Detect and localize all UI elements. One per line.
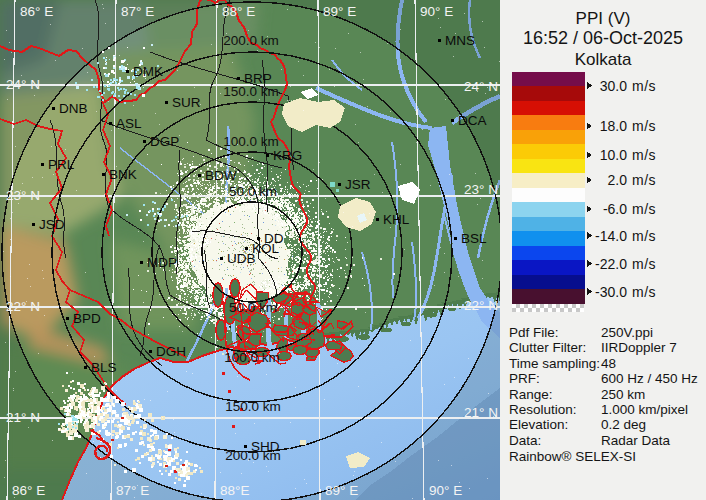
svg-text:Pdf File:: Pdf File: xyxy=(509,325,559,340)
svg-text:BPD: BPD xyxy=(73,311,101,326)
svg-text:100.0 km: 100.0 km xyxy=(224,350,280,365)
svg-text:87° E: 87° E xyxy=(116,483,149,498)
svg-text:KRG: KRG xyxy=(273,148,302,163)
svg-text:86° E: 86° E xyxy=(12,483,45,498)
svg-text:BLS: BLS xyxy=(91,360,117,375)
svg-text:88°E: 88°E xyxy=(220,483,249,498)
svg-text:30.0: 30.0 xyxy=(600,78,627,94)
svg-text:m/s: m/s xyxy=(632,78,656,94)
svg-text:22° N: 22° N xyxy=(6,299,40,314)
svg-text:90° E: 90° E xyxy=(429,483,462,498)
svg-text:m/s: m/s xyxy=(632,228,656,244)
svg-text:50.0 km: 50.0 km xyxy=(229,184,277,199)
svg-text:24° N: 24° N xyxy=(464,79,498,94)
svg-text:21° N: 21° N xyxy=(464,405,498,420)
svg-text:DMK: DMK xyxy=(133,64,163,79)
svg-text:Resolution:: Resolution: xyxy=(509,402,577,417)
svg-text:DNB: DNB xyxy=(59,101,88,116)
svg-text:150.0 km: 150.0 km xyxy=(225,399,281,414)
svg-text:16:52 / 06-Oct-2025: 16:52 / 06-Oct-2025 xyxy=(523,28,683,48)
svg-text:88° E: 88° E xyxy=(222,4,255,19)
svg-text:2.0: 2.0 xyxy=(608,172,628,188)
svg-text:89° E: 89° E xyxy=(323,4,356,19)
svg-text:250V.ppi: 250V.ppi xyxy=(601,325,653,340)
svg-text:BSL: BSL xyxy=(461,231,487,246)
svg-text:Range:: Range: xyxy=(509,387,553,402)
svg-text:0.2 deg: 0.2 deg xyxy=(601,417,646,432)
svg-text:m/s: m/s xyxy=(632,284,656,300)
svg-text:200.0 km: 200.0 km xyxy=(223,33,279,48)
svg-text:PPI (V): PPI (V) xyxy=(576,9,631,28)
svg-text:22° N: 22° N xyxy=(464,298,498,313)
svg-text:Data:: Data: xyxy=(509,433,541,448)
svg-text:JSR: JSR xyxy=(345,177,371,192)
svg-text:m/s: m/s xyxy=(632,256,656,272)
svg-text:150.0 km: 150.0 km xyxy=(223,84,279,99)
svg-text:JSD: JSD xyxy=(39,217,65,232)
svg-text:m/s: m/s xyxy=(632,201,656,217)
svg-text:Clutter Filter:: Clutter Filter: xyxy=(509,340,586,355)
svg-text:24° N: 24° N xyxy=(6,77,40,92)
svg-text:MDP: MDP xyxy=(147,255,177,270)
svg-text:Rainbow® SELEX-SI: Rainbow® SELEX-SI xyxy=(509,449,636,464)
svg-text:18.0: 18.0 xyxy=(600,118,627,134)
svg-text:Time sampling:: Time sampling: xyxy=(509,356,600,371)
svg-text:Elevation:: Elevation: xyxy=(509,417,568,432)
svg-text:-30.0: -30.0 xyxy=(595,284,627,300)
svg-text:-6.0: -6.0 xyxy=(603,201,627,217)
svg-text:50.0 km: 50.0 km xyxy=(229,300,277,315)
svg-text:-14.0: -14.0 xyxy=(595,228,627,244)
svg-text:90° E: 90° E xyxy=(420,4,453,19)
svg-text:48: 48 xyxy=(601,356,616,371)
svg-text:DGH: DGH xyxy=(156,344,186,359)
svg-text:250 km: 250 km xyxy=(601,387,645,402)
svg-text:KOL: KOL xyxy=(252,241,280,256)
svg-text:BNK: BNK xyxy=(109,167,137,182)
svg-text:DGP: DGP xyxy=(150,134,179,149)
svg-text:SHD: SHD xyxy=(251,439,280,454)
svg-text:89° E: 89° E xyxy=(325,483,358,498)
svg-text:1.000 km/pixel: 1.000 km/pixel xyxy=(601,402,688,417)
svg-text:PRF:: PRF: xyxy=(509,371,540,386)
svg-text:SUR: SUR xyxy=(172,95,201,110)
svg-text:BDW: BDW xyxy=(205,168,237,183)
svg-text:21° N: 21° N xyxy=(6,410,40,425)
svg-text:KHL: KHL xyxy=(383,212,410,227)
svg-text:600 Hz / 450 Hz: 600 Hz / 450 Hz xyxy=(601,371,698,386)
svg-text:87° E: 87° E xyxy=(121,4,154,19)
svg-text:MNS: MNS xyxy=(445,33,475,48)
svg-text:23° N: 23° N xyxy=(6,188,40,203)
svg-text:100.0 km: 100.0 km xyxy=(223,134,279,149)
svg-text:10.0: 10.0 xyxy=(600,147,627,163)
svg-text:m/s: m/s xyxy=(632,147,656,163)
svg-text:-22.0: -22.0 xyxy=(595,256,627,272)
svg-text:86° E: 86° E xyxy=(20,4,53,19)
svg-text:m/s: m/s xyxy=(632,172,656,188)
svg-text:m/s: m/s xyxy=(632,118,656,134)
svg-text:BRP: BRP xyxy=(244,71,272,86)
svg-text:ASL: ASL xyxy=(116,116,142,131)
svg-text:Radar Data: Radar Data xyxy=(601,433,671,448)
svg-text:Kolkata: Kolkata xyxy=(575,50,632,69)
svg-text:23° N: 23° N xyxy=(464,182,498,197)
svg-text:UDB: UDB xyxy=(227,251,256,266)
svg-text:DCA: DCA xyxy=(458,113,487,128)
svg-text:IIRDoppler 7: IIRDoppler 7 xyxy=(601,340,677,355)
svg-text:PRL: PRL xyxy=(48,157,75,172)
